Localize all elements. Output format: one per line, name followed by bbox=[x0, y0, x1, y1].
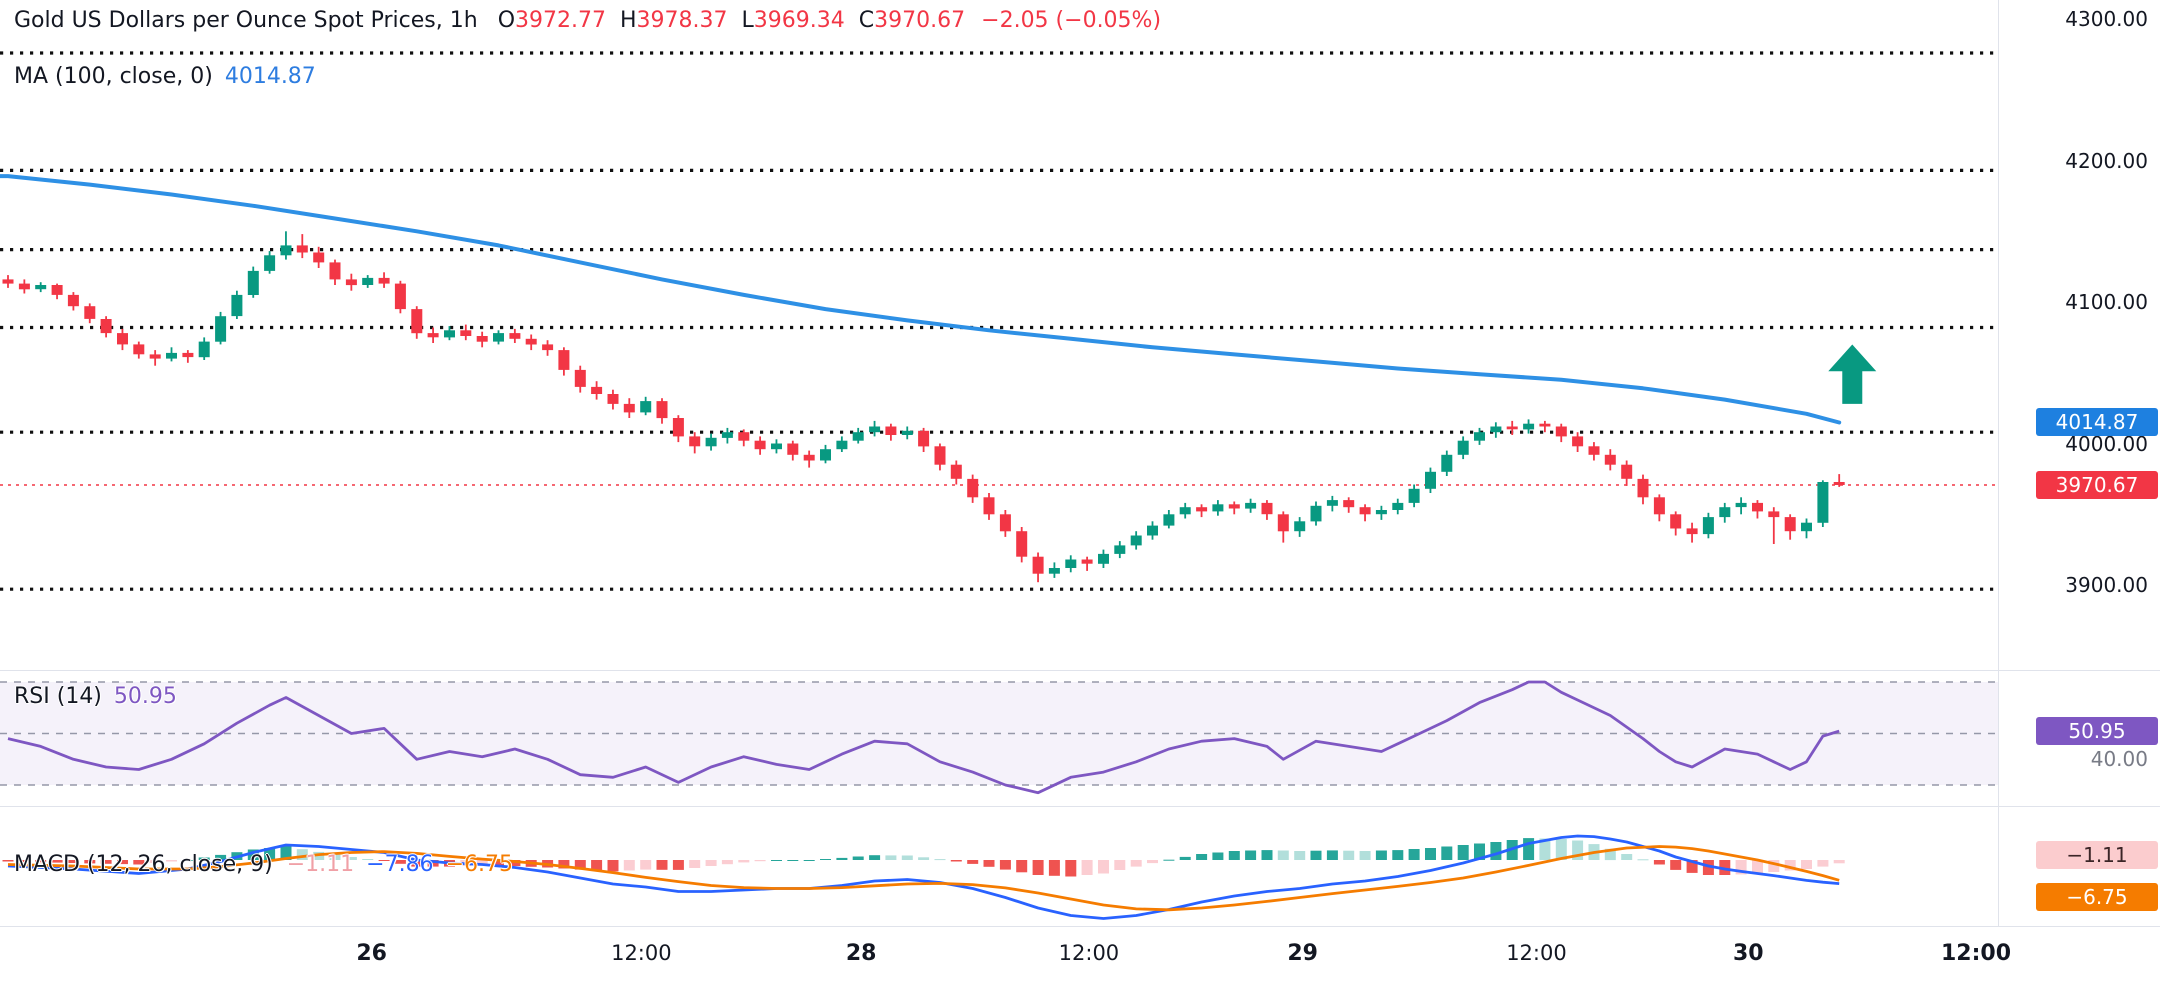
time-axis-label: 12:00 bbox=[1058, 941, 1120, 965]
rsi-axis-label: 40.00 bbox=[2090, 747, 2148, 772]
candles[interactable] bbox=[2, 231, 1845, 583]
rsi-indicator-value: 50.95 bbox=[113, 684, 177, 709]
ma-line[interactable] bbox=[0, 174, 1842, 425]
ma-value-badge: 4014.87 bbox=[2036, 408, 2158, 437]
horizontal-level-lines[interactable] bbox=[0, 51, 1998, 591]
macd-signal-value: −6.75 bbox=[445, 852, 513, 877]
ma-indicator-legend[interactable]: MA (100, close, 0) 4014.87 bbox=[14, 64, 316, 89]
time-axis-label: 12:00 bbox=[1941, 941, 2012, 966]
macd-indicator-label[interactable]: MACD (12, 26, close, 9) bbox=[14, 852, 273, 877]
rsi-indicator-label[interactable]: RSI (14) bbox=[14, 684, 102, 709]
up-arrow-annotation[interactable] bbox=[1828, 344, 1877, 404]
macd-line[interactable] bbox=[7, 834, 1840, 920]
rsi-line[interactable] bbox=[7, 680, 1840, 795]
main-pane-legend[interactable]: Gold US Dollars per Ounce Spot Prices, 1… bbox=[14, 8, 1161, 33]
time-axis[interactable]: 26 12:00 28 12:00 29 12:00 30 12:00 bbox=[0, 926, 2160, 986]
time-axis-label: 28 bbox=[845, 941, 877, 966]
open-label: O bbox=[497, 8, 516, 33]
time-axis-label: 30 bbox=[1732, 941, 1764, 966]
low-value: 3969.34 bbox=[753, 8, 845, 33]
price-axis-label: 3900.00 bbox=[2065, 573, 2148, 597]
rsi-band bbox=[0, 681, 1998, 786]
pane-separators bbox=[0, 0, 2160, 926]
high-value: 3978.37 bbox=[636, 8, 728, 33]
time-axis-label: 29 bbox=[1287, 941, 1318, 966]
price-axis-label: 4300.00 bbox=[2065, 7, 2148, 31]
low-label: L bbox=[741, 8, 754, 33]
ma-indicator-label[interactable]: MA (100, close, 0) bbox=[14, 64, 213, 89]
macd-hist-badge: −1.11 bbox=[2036, 841, 2158, 869]
rsi-value-badge: 50.95 bbox=[2036, 717, 2158, 746]
macd-indicator-legend[interactable]: MACD (12, 26, close, 9) −1.11 −7.86 −6.75 bbox=[14, 852, 513, 877]
price-axis-label: 4200.00 bbox=[2065, 148, 2148, 173]
time-axis-label: 26 bbox=[356, 941, 387, 966]
time-axis-label: 12:00 bbox=[611, 941, 672, 965]
price-axis-label: 4100.00 bbox=[2065, 290, 2148, 314]
macd-hist-value: −1.11 bbox=[286, 852, 355, 877]
macd-histogram bbox=[2, 838, 1845, 877]
last-price-badge: 3970.67 bbox=[2036, 471, 2158, 499]
macd-line-value: −7.86 bbox=[366, 852, 434, 877]
close-value: 3970.67 bbox=[874, 8, 966, 33]
macd-signal-line[interactable] bbox=[7, 845, 1840, 912]
macd-signal-badge: −6.75 bbox=[2036, 883, 2158, 911]
rsi-indicator-legend[interactable]: RSI (14) 50.95 bbox=[14, 684, 177, 709]
time-axis-label: 12:00 bbox=[1506, 941, 1567, 965]
price-axis[interactable]: 4300.00 4200.00 4100.00 4000.00 3900.00 40.00… bbox=[1998, 0, 2160, 926]
symbol-title[interactable]: Gold US Dollars per Ounce Spot Prices, 1… bbox=[14, 8, 478, 33]
open-value: 3972.77 bbox=[515, 8, 606, 33]
change-value: −2.05 (−0.05%) bbox=[981, 8, 1162, 33]
ma-indicator-value: 4014.87 bbox=[224, 64, 316, 89]
high-label: H bbox=[620, 8, 637, 33]
close-label: C bbox=[858, 8, 875, 33]
